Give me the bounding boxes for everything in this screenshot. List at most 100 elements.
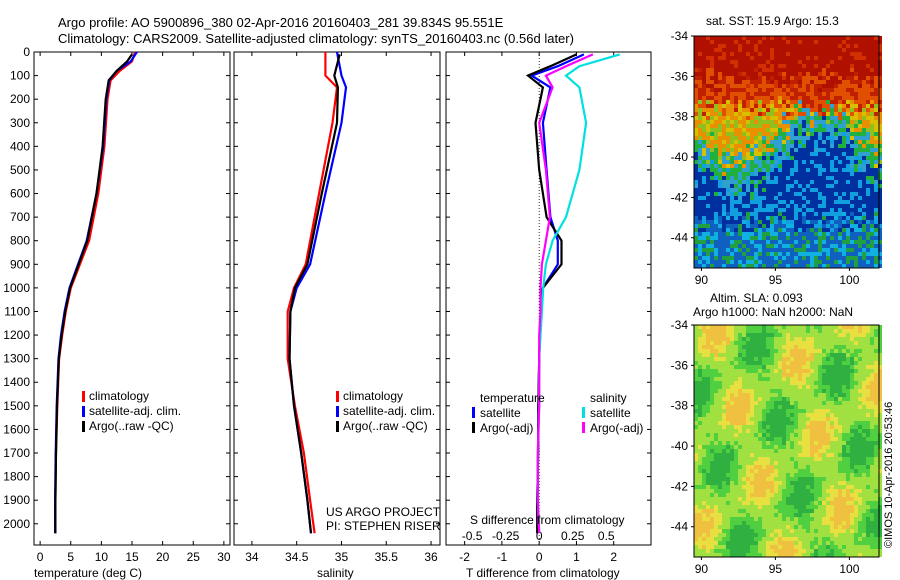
heatmap-cell xyxy=(874,36,878,40)
heatmap-cell xyxy=(762,240,766,244)
heatmap-cell xyxy=(774,485,778,489)
heatmap-cell xyxy=(694,405,698,409)
heatmap-cell xyxy=(702,333,706,337)
heatmap-cell xyxy=(774,96,778,100)
heatmap-cell xyxy=(786,433,790,437)
heatmap-cell xyxy=(758,485,762,489)
heatmap-cell xyxy=(746,236,750,240)
heatmap-cell xyxy=(866,429,870,433)
heatmap-cell xyxy=(802,180,806,184)
heatmap-cell xyxy=(850,164,854,168)
heatmap-cell xyxy=(738,152,742,156)
heatmap-cell xyxy=(834,425,838,429)
heatmap-cell xyxy=(762,445,766,449)
heatmap-cell xyxy=(734,84,738,88)
heatmap-cell xyxy=(698,345,702,349)
heatmap-cell xyxy=(814,489,818,493)
heatmap-cell xyxy=(750,136,754,140)
heatmap-cell xyxy=(726,120,730,124)
heatmap-cell xyxy=(826,172,830,176)
heatmap-cell xyxy=(850,36,854,40)
heatmap-cell xyxy=(806,413,810,417)
heatmap-cell xyxy=(862,357,866,361)
heatmap-cell xyxy=(698,148,702,152)
heatmap-cell xyxy=(858,417,862,421)
heatmap-cell xyxy=(854,164,858,168)
heatmap-cell xyxy=(842,256,846,260)
heatmap-cell xyxy=(718,341,722,345)
heatmap-cell xyxy=(858,232,862,236)
heatmap-cell xyxy=(706,196,710,200)
heatmap-cell xyxy=(722,44,726,48)
heatmap-cell xyxy=(806,104,810,108)
heatmap-cell xyxy=(738,421,742,425)
heatmap-cell xyxy=(854,216,858,220)
heatmap-cell xyxy=(870,240,874,244)
heatmap-cell xyxy=(702,413,706,417)
heatmap-cell xyxy=(718,112,722,116)
heatmap-cell xyxy=(722,208,726,212)
heatmap-cell xyxy=(790,68,794,72)
heatmap-cell xyxy=(846,140,850,144)
heatmap-cell xyxy=(810,84,814,88)
heatmap-cell xyxy=(734,148,738,152)
heatmap-cell xyxy=(778,393,782,397)
heatmap-cell xyxy=(730,377,734,381)
heatmap-cell xyxy=(778,192,782,196)
heatmap-cell xyxy=(714,353,718,357)
heatmap-cell xyxy=(738,180,742,184)
heatmap-cell xyxy=(818,413,822,417)
heatmap-cell xyxy=(746,413,750,417)
heatmap-cell xyxy=(822,116,826,120)
heatmap-cell xyxy=(750,325,754,329)
heatmap-cell xyxy=(798,353,802,357)
heatmap-cell xyxy=(758,325,762,329)
heatmap-cell xyxy=(786,437,790,441)
heatmap-cell xyxy=(782,345,786,349)
heatmap-cell xyxy=(814,164,818,168)
heatmap-cell xyxy=(730,124,734,128)
heatmap-cell xyxy=(818,44,822,48)
heatmap-cell xyxy=(766,228,770,232)
heatmap-cell xyxy=(826,337,830,341)
heatmap-cell xyxy=(738,485,742,489)
heatmap-cell xyxy=(770,196,774,200)
heatmap-cell xyxy=(786,401,790,405)
heatmap-cell xyxy=(706,152,710,156)
heatmap-cell xyxy=(814,60,818,64)
heatmap-cell xyxy=(786,469,790,473)
heatmap-cell xyxy=(830,260,834,264)
heatmap-cell xyxy=(818,200,822,204)
heatmap-cell xyxy=(746,373,750,377)
heatmap-cell xyxy=(766,469,770,473)
heatmap-cell xyxy=(786,365,790,369)
heatmap-cell xyxy=(802,457,806,461)
heatmap-cell xyxy=(806,437,810,441)
x-tick-label: 35.5 xyxy=(375,550,399,564)
heatmap-cell xyxy=(806,449,810,453)
heatmap-cell xyxy=(842,160,846,164)
heatmap-cell xyxy=(838,357,842,361)
heatmap-cell xyxy=(754,44,758,48)
heatmap-cell xyxy=(822,144,826,148)
heatmap-cell xyxy=(738,44,742,48)
heatmap-cell xyxy=(714,56,718,60)
heatmap-cell xyxy=(866,389,870,393)
heatmap-cell xyxy=(734,108,738,112)
heatmap-cell xyxy=(842,461,846,465)
heatmap-cell xyxy=(806,333,810,337)
heatmap-cell xyxy=(834,329,838,333)
heatmap-cell xyxy=(694,413,698,417)
heatmap-cell xyxy=(874,160,878,164)
heatmap-cell xyxy=(858,449,862,453)
heatmap-cell xyxy=(714,449,718,453)
heatmap-cell xyxy=(846,228,850,232)
heatmap-cell xyxy=(874,120,878,124)
heatmap-cell xyxy=(714,473,718,477)
heatmap-cell xyxy=(734,393,738,397)
heatmap-cell xyxy=(870,349,874,353)
heatmap-cell xyxy=(866,108,870,112)
heatmap-cell xyxy=(874,353,878,357)
heatmap-cell xyxy=(746,156,750,160)
heatmap-cell xyxy=(874,124,878,128)
